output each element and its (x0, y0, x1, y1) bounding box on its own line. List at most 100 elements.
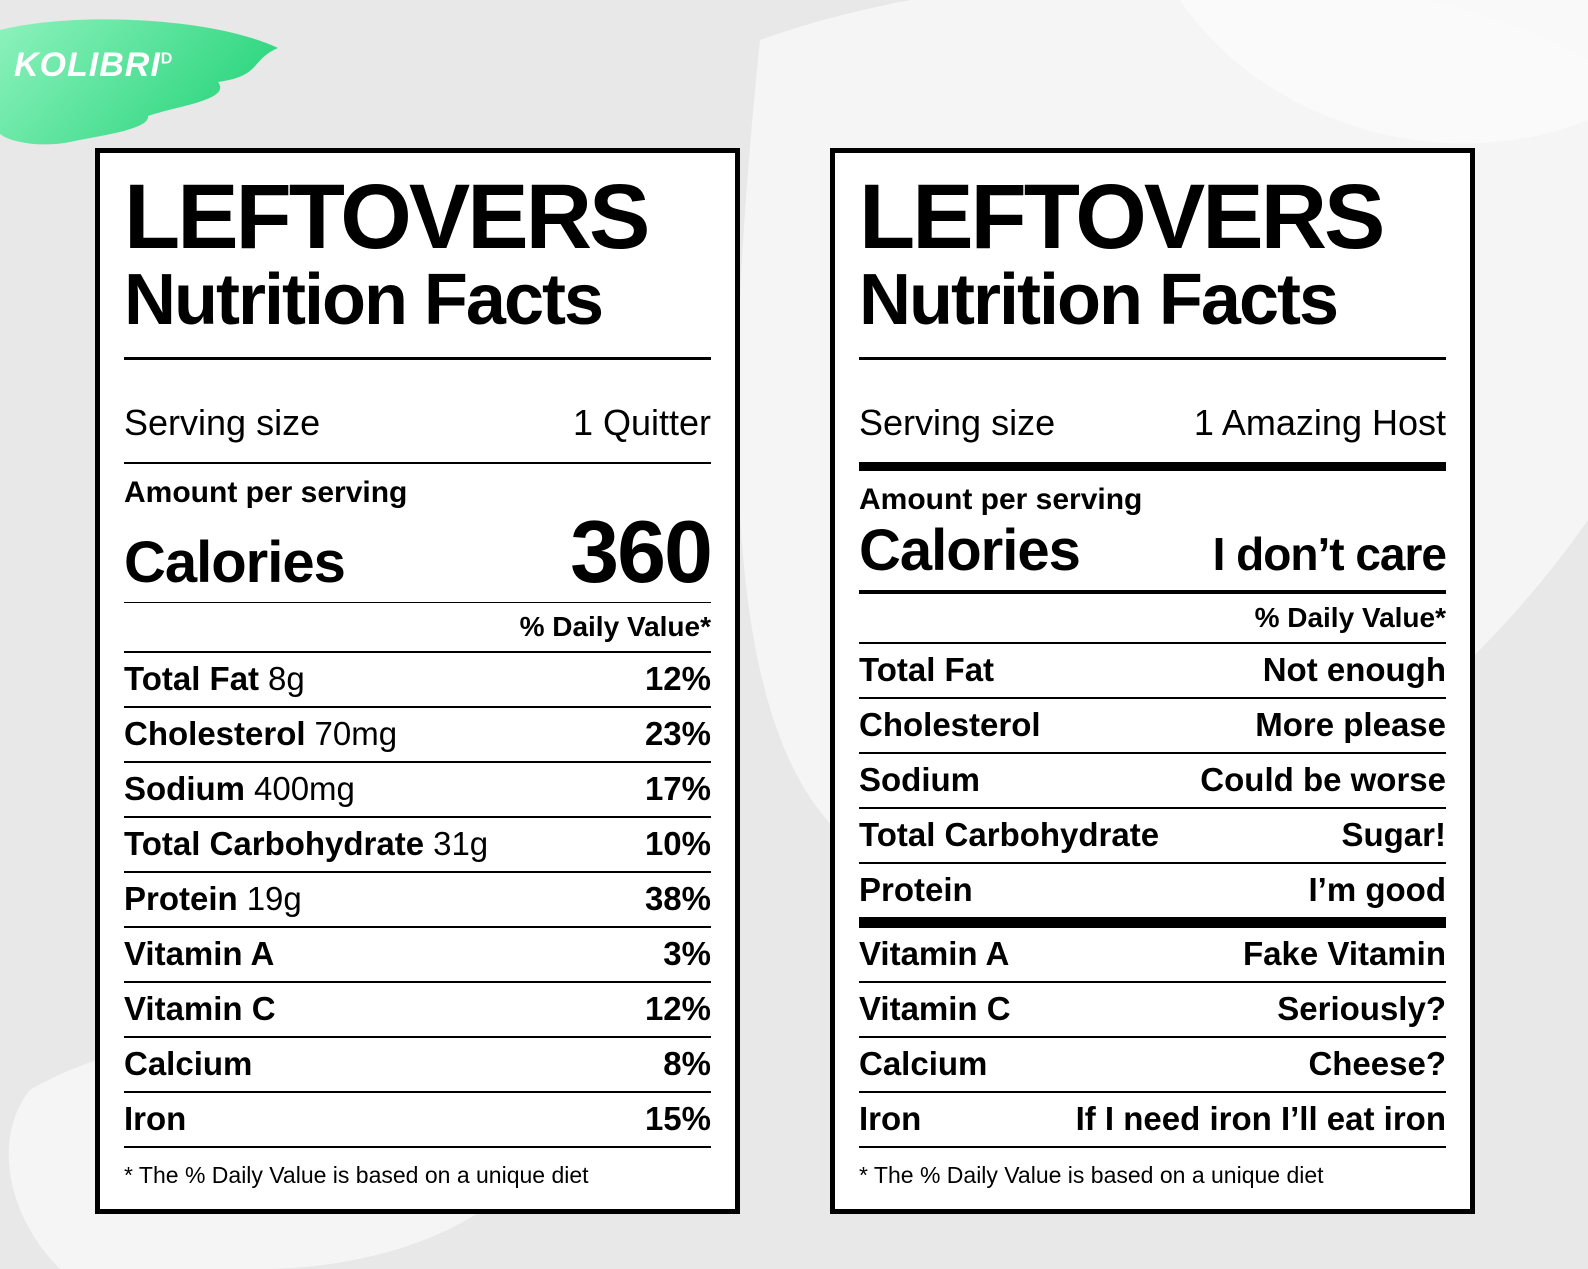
nutrient-name-and-amount: Total Carbohydrate 31g (124, 825, 488, 863)
nutrient-amount: 19g (246, 879, 302, 917)
vitamin-name: Iron (124, 1100, 187, 1137)
vitamin-row: Vitamin A 3% (124, 928, 711, 983)
daily-value-header: % Daily Value* (124, 603, 711, 653)
serving-row: Serving size 1 Amazing Host (859, 402, 1446, 444)
serving-size-label: Serving size (124, 401, 321, 443)
nutrient-row: Total Carbohydrate Sugar! (859, 809, 1446, 865)
divider-bar (124, 925, 711, 928)
vitamin-value: 3% (663, 935, 711, 972)
divider-bar (124, 461, 711, 464)
nutrient-row: Sodium 400mg 17% (124, 763, 711, 818)
vitamin-name: Vitamin C (124, 990, 276, 1027)
vitamin-row: Vitamin A Fake Vitamin (859, 928, 1446, 983)
vitamin-name: Vitamin A (124, 935, 275, 972)
vitamin-rows: Vitamin A Fake Vitamin Vitamin C Serious… (859, 928, 1446, 1148)
calories-row: Calories I don’t care (859, 517, 1447, 584)
nutrient-value: 23% (644, 714, 711, 752)
nutrient-value: 17% (644, 769, 711, 807)
nutrient-name: Sodium (859, 761, 980, 799)
label-title: LEFTOVERS (124, 166, 650, 268)
footnote: * The % Daily Value is based on a unique… (859, 1162, 1324, 1188)
nutrient-value: Not enough (1262, 651, 1446, 689)
nutrition-label-right: LEFTOVERS Nutrition Facts Serving size 1… (830, 148, 1475, 1214)
serving-size-label: Serving size (859, 401, 1056, 443)
nutrient-amount: 400mg (254, 769, 355, 807)
nutrient-row: Sodium Could be worse (859, 754, 1446, 810)
vitamin-rows: Vitamin A 3% Vitamin C 12% Calcium 8% Ir… (124, 928, 711, 1148)
label-subtitle: Nutrition Facts (859, 262, 1446, 360)
vitamin-name: Calcium (124, 1045, 253, 1082)
calories-row: Calories 360 (124, 501, 713, 601)
vitamin-name: Calcium (859, 1045, 988, 1082)
serving-size-value: 1 Quitter (572, 401, 711, 443)
calories-label: Calories (859, 517, 1081, 583)
nutrient-name-and-amount: Total Carbohydrate (859, 816, 1168, 854)
nutrient-row: Total Fat 8g 12% (124, 653, 711, 708)
nutrient-name: Total Carbohydrate (124, 824, 425, 862)
vitamin-value: If I need iron I’ll eat iron (1075, 1100, 1446, 1137)
nutrient-name: Protein (124, 879, 238, 917)
amount-per-serving-label: Amount per serving (124, 475, 408, 509)
nutrient-name-and-amount: Total Fat (859, 651, 1003, 689)
calories-label: Calories (124, 529, 346, 595)
vitamin-value: Fake Vitamin (1243, 935, 1446, 972)
calories-value: I don’t care (1212, 527, 1447, 580)
vitamin-name: Iron (859, 1100, 922, 1137)
logo-wordmark: KOLIBRI (14, 46, 161, 84)
nutrient-name-and-amount: Sodium 400mg (124, 770, 355, 808)
label-title: LEFTOVERS (859, 166, 1385, 268)
vitamin-value: Cheese? (1308, 1045, 1446, 1082)
nutrition-label-left: LEFTOVERS Nutrition Facts Serving size 1… (95, 148, 740, 1214)
nutrient-value: Could be worse (1200, 761, 1446, 799)
divider-bar (124, 601, 711, 603)
nutrient-name: Sodium (124, 769, 245, 807)
nutrient-rows: Total Fat 8g 12% Cholesterol 70mg 23% Sodi… (124, 653, 711, 926)
vitamin-value: Seriously? (1277, 990, 1446, 1027)
nutrient-amount: 8g (268, 659, 305, 697)
nutrient-value: More please (1255, 706, 1446, 744)
daily-value-header: % Daily Value* (859, 594, 1446, 645)
nutrient-row: Cholesterol 70mg 23% (124, 708, 711, 763)
nutrient-name-and-amount: Cholesterol (859, 706, 1050, 744)
nutrient-row: Total Fat Not enough (859, 644, 1446, 700)
nutrient-value: 38% (644, 879, 711, 917)
nutrient-name: Total Fat (859, 651, 995, 689)
vitamin-value: 12% (644, 990, 711, 1027)
nutrient-name-and-amount: Protein 19g (124, 880, 302, 918)
nutrient-name: Protein (859, 871, 973, 909)
nutrient-name: Total Fat (124, 659, 260, 697)
logo-text: KOLIBRID (14, 46, 173, 85)
vitamin-name: Vitamin C (859, 990, 1011, 1027)
nutrient-name-and-amount: Sodium (859, 761, 989, 799)
vitamin-row: Calcium 8% (124, 1038, 711, 1093)
vitamin-row: Iron 15% (124, 1093, 711, 1148)
vitamin-value: 8% (663, 1045, 711, 1082)
vitamin-row: Vitamin C Seriously? (859, 983, 1446, 1038)
nutrient-name: Cholesterol (124, 714, 306, 752)
nutrient-row: Total Carbohydrate 31g 10% (124, 818, 711, 873)
divider-bar (859, 917, 1446, 928)
amount-per-serving-label: Amount per serving (859, 482, 1143, 516)
logo-leaf-shape (0, 19, 278, 145)
label-subtitle: Nutrition Facts (124, 262, 711, 360)
kolibri-logo: KOLIBRID (0, 18, 300, 158)
calories-value: 360 (570, 501, 713, 601)
serving-row: Serving size 1 Quitter (124, 402, 711, 444)
vitamin-name: Vitamin A (859, 935, 1010, 972)
nutrient-rows: Total Fat Not enough Cholesterol More pl… (859, 644, 1446, 917)
nutrient-name: Total Carbohydrate (859, 816, 1160, 854)
nutrient-name-and-amount: Protein (859, 871, 982, 909)
nutrient-name-and-amount: Total Fat 8g (124, 660, 305, 698)
nutrient-value: 12% (644, 659, 711, 697)
footnote: * The % Daily Value is based on a unique… (124, 1162, 589, 1188)
divider-bar (859, 589, 1446, 595)
nutrient-amount: 31g (433, 824, 489, 862)
nutrient-row: Protein 19g 38% (124, 873, 711, 926)
nutrient-name-and-amount: Cholesterol 70mg (124, 715, 397, 753)
nutrient-value: Sugar! (1341, 816, 1446, 854)
serving-size-value: 1 Amazing Host (1193, 401, 1446, 443)
vitamin-row: Iron If I need iron I’ll eat iron (859, 1093, 1446, 1148)
nutrient-value: 10% (644, 824, 711, 862)
nutrient-row: Protein I’m good (859, 864, 1446, 917)
vitamin-value: 15% (644, 1100, 711, 1137)
